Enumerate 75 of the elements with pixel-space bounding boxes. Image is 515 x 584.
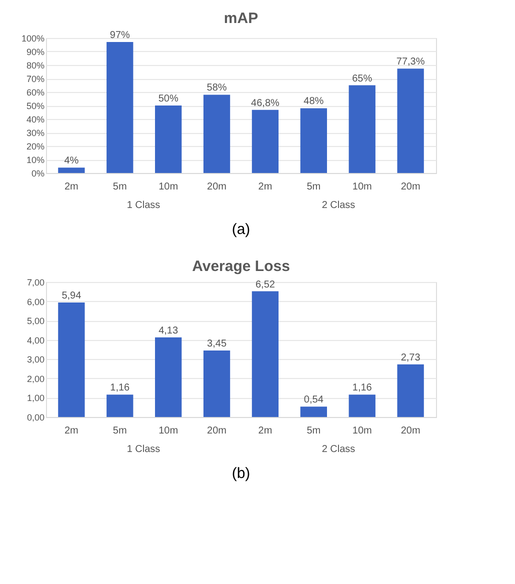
bar — [106, 42, 134, 173]
x-tick-label: 20m — [400, 182, 420, 192]
y-tick-label: 6,00 — [26, 296, 44, 307]
y-tick-label: 10% — [26, 155, 44, 165]
data-label: 58% — [206, 82, 227, 94]
text: 2 Class — [322, 200, 356, 211]
y-tick-label: 0% — [31, 168, 44, 178]
text: 1 Class — [126, 200, 160, 211]
y-tick-label: 80% — [26, 60, 44, 70]
x-tick-label: 20m — [207, 426, 227, 436]
data-label: 5,94 — [62, 290, 82, 302]
y-tick-label: 7,00 — [26, 278, 44, 288]
x-tick-label: 20m — [207, 182, 227, 192]
y-tick-label: 60% — [26, 88, 44, 98]
data-label: 4,13 — [158, 325, 178, 336]
x-tick-label: 2m — [64, 426, 78, 436]
text: 1 Class — [126, 444, 160, 455]
chart-title: Average Loss — [192, 258, 290, 275]
bar — [203, 350, 230, 417]
y-tick-label: 90% — [26, 47, 44, 57]
data-label: 97% — [110, 30, 130, 42]
x-tick-label: 10m — [158, 182, 178, 192]
bar — [58, 302, 85, 417]
bar — [106, 394, 134, 417]
text: (b) — [232, 465, 250, 482]
bar — [252, 110, 279, 173]
bar — [348, 85, 376, 173]
y-tick-label: 20% — [26, 142, 44, 152]
y-tick-label: 2,00 — [26, 374, 44, 384]
x-tick-label: 5m — [306, 182, 321, 192]
y-tick-label: 100% — [21, 34, 44, 44]
data-label: 1,16 — [110, 382, 130, 394]
y-tick-label: 40% — [26, 114, 44, 124]
x-tick-label: 10m — [352, 426, 372, 436]
bar — [300, 406, 327, 417]
y-tick-label: 0,00 — [26, 412, 44, 422]
y-tick-label: 4,00 — [26, 335, 44, 346]
data-label: 6,52 — [255, 279, 276, 290]
bar — [155, 106, 182, 173]
y-tick-label: 30% — [26, 128, 44, 138]
x-tick-label: 10m — [352, 182, 372, 192]
x-tick-label: 20m — [400, 426, 420, 436]
x-tick-label: 10m — [158, 426, 178, 436]
data-label: 1,16 — [352, 382, 372, 394]
bar — [203, 94, 230, 173]
y-tick-label: 5,00 — [26, 316, 44, 326]
bar — [397, 68, 424, 173]
x-tick-label: 2m — [64, 182, 78, 192]
x-tick-label: 5m — [112, 426, 127, 436]
bar — [348, 394, 376, 417]
text: 2 Class — [322, 444, 356, 455]
data-label: 2,73 — [400, 352, 421, 364]
bar — [397, 364, 424, 417]
bar — [155, 337, 182, 417]
data-label: 65% — [352, 73, 372, 84]
x-tick-label: 2m — [258, 182, 272, 192]
y-tick-label: 50% — [26, 101, 44, 111]
text: (a) — [232, 221, 250, 238]
x-tick-label: 5m — [306, 426, 321, 436]
y-tick-label: 1,00 — [26, 393, 44, 404]
bar — [252, 291, 279, 417]
x-tick-label: 5m — [112, 182, 127, 192]
data-label: 0,54 — [304, 394, 324, 406]
data-label: 48% — [304, 96, 324, 108]
data-label: 46,8% — [251, 98, 280, 109]
chart-title: mAP — [224, 10, 258, 28]
data-label: 77,3% — [396, 56, 425, 68]
y-tick-label: 3,00 — [26, 354, 44, 365]
y-tick-label: 70% — [26, 74, 44, 84]
x-tick-label: 2m — [258, 426, 272, 436]
data-label: 4% — [64, 156, 79, 167]
data-label: 50% — [158, 94, 178, 104]
bar — [58, 168, 85, 173]
bar — [300, 108, 327, 173]
data-label: 3,45 — [207, 338, 227, 350]
